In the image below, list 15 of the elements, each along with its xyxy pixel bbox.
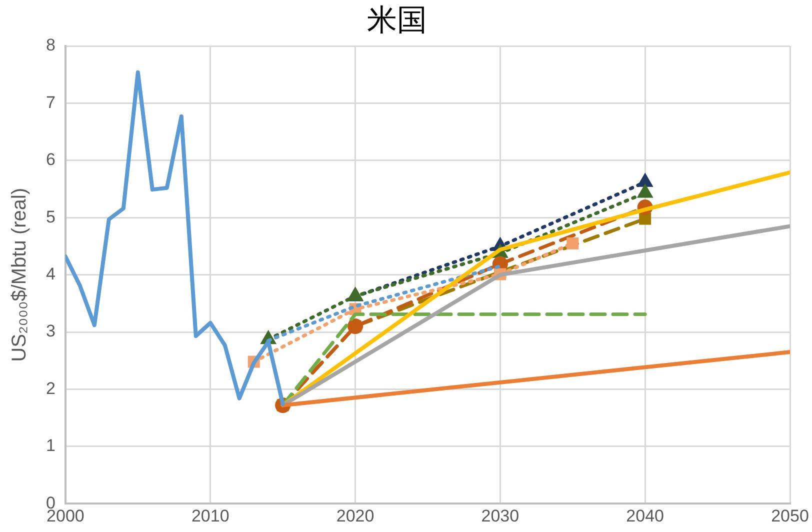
x-tick-label: 2030 [481, 506, 520, 526]
y-tick-label: 7 [46, 92, 56, 112]
x-tick-label: 2050 [771, 506, 809, 526]
y-tick-label: 2 [46, 378, 56, 398]
chart-title: 米国 [367, 2, 427, 38]
y-axis-title: US₂₀₀₀$/Mbtu (real) [8, 188, 31, 362]
y-tick-label: 5 [46, 207, 56, 226]
y-tick-label: 4 [46, 264, 56, 284]
y-tick-label: 1 [46, 436, 56, 456]
y-tick-label: 6 [46, 150, 56, 170]
y-tick-label: 3 [46, 322, 56, 341]
x-tick-label: 2040 [626, 506, 664, 526]
x-tick-label: 2010 [191, 506, 230, 526]
y-tick-label: 8 [46, 36, 56, 55]
x-tick-label: 2020 [336, 506, 374, 526]
